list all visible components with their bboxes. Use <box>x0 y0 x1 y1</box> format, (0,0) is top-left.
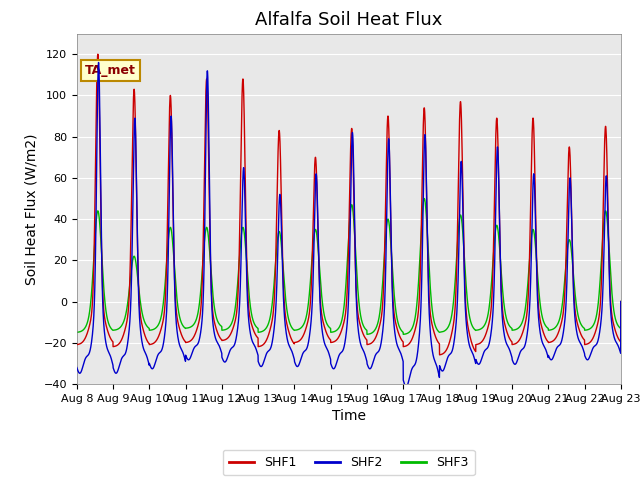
SHF2 <box>73 365 81 371</box>
SHF1 <box>471 348 479 353</box>
Line: SHF3: SHF3 <box>77 199 621 335</box>
SHF1 <box>617 299 625 304</box>
SHF3 <box>617 299 625 304</box>
SHF2 <box>171 285 179 290</box>
Title: Alfalfa Soil Heat Flux: Alfalfa Soil Heat Flux <box>255 11 442 29</box>
SHF1 <box>616 338 624 344</box>
SHF1 <box>94 51 102 57</box>
SHF2 <box>471 357 479 363</box>
SHF3 <box>328 329 336 335</box>
SHF3 <box>616 325 624 331</box>
SHF1 <box>502 325 509 331</box>
SHF2 <box>441 364 449 370</box>
Legend: SHF1, SHF2, SHF3: SHF1, SHF2, SHF3 <box>223 450 475 475</box>
Text: TA_met: TA_met <box>85 64 136 77</box>
SHF2 <box>95 60 102 65</box>
SHF1 <box>73 342 81 348</box>
SHF3 <box>420 196 428 202</box>
SHF3 <box>171 266 179 272</box>
SHF1 <box>171 278 179 284</box>
Line: SHF1: SHF1 <box>77 54 621 355</box>
SHF1 <box>436 352 444 358</box>
SHF2 <box>616 349 624 355</box>
X-axis label: Time: Time <box>332 409 366 423</box>
SHF2 <box>403 384 410 390</box>
SHF1 <box>329 339 337 345</box>
SHF1 <box>441 349 449 355</box>
SHF3 <box>441 328 449 334</box>
Y-axis label: Soil Heat Flux (W/m2): Soil Heat Flux (W/m2) <box>24 133 38 285</box>
SHF3 <box>363 332 371 337</box>
SHF2 <box>329 365 337 371</box>
SHF3 <box>502 312 509 318</box>
SHF2 <box>502 338 509 344</box>
SHF2 <box>617 299 625 304</box>
Line: SHF2: SHF2 <box>77 62 621 387</box>
SHF3 <box>471 327 479 333</box>
SHF3 <box>73 329 81 335</box>
